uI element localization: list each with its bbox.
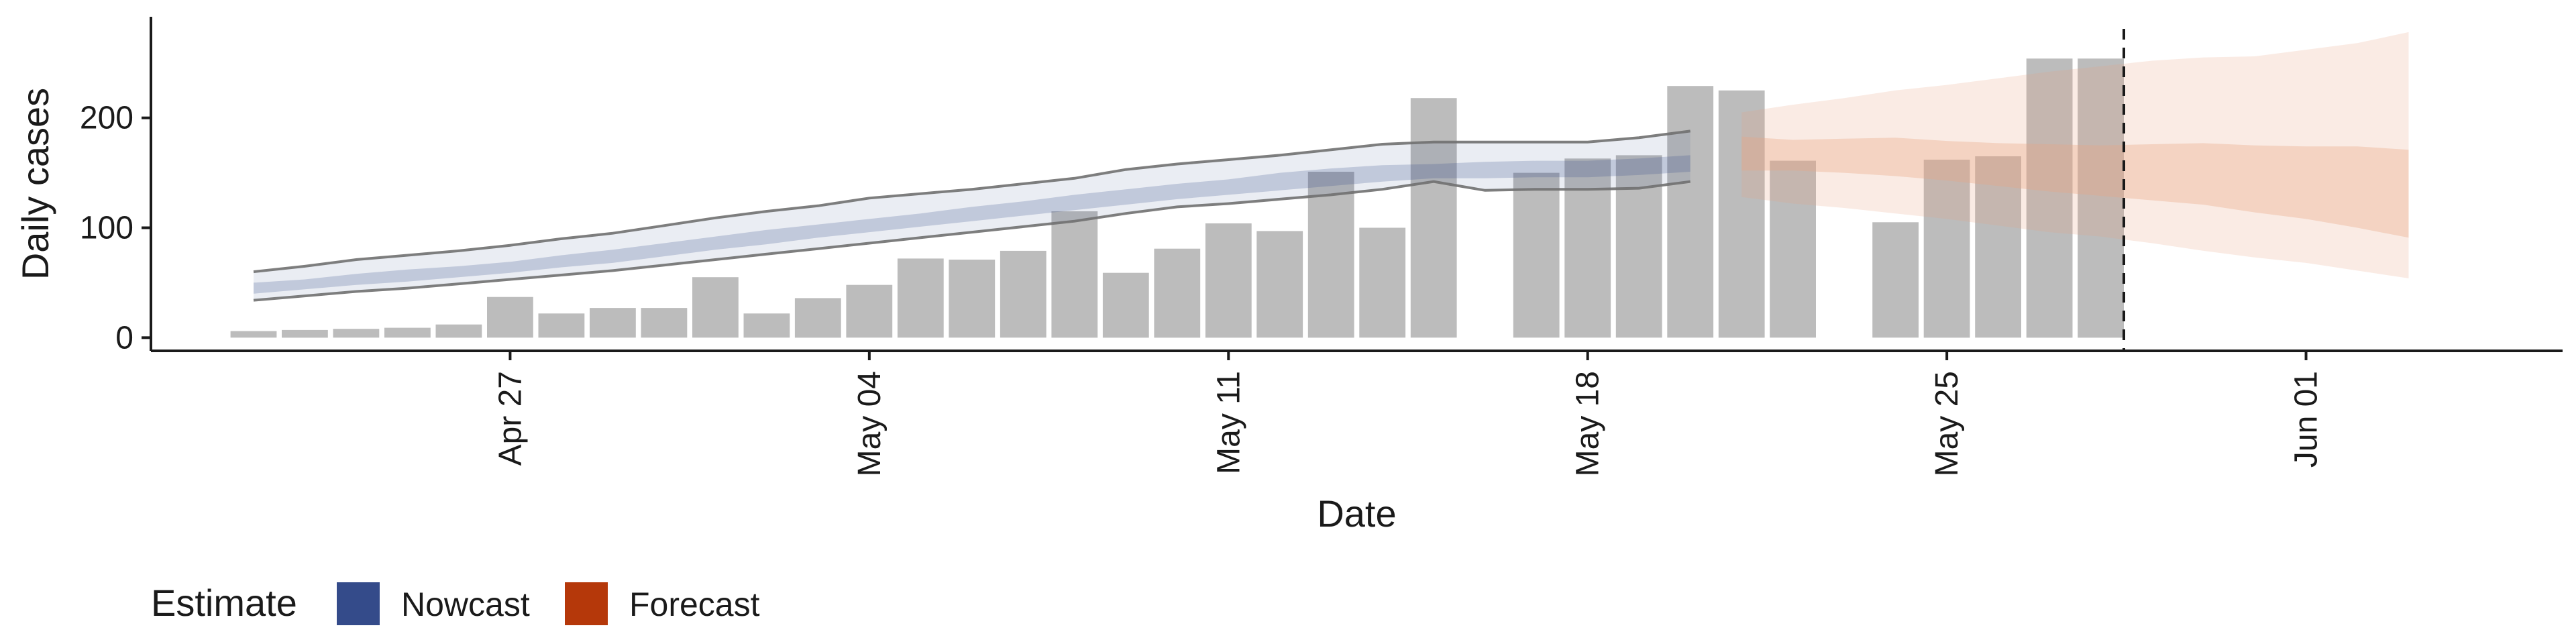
bar [1667, 86, 1714, 338]
bar [949, 260, 996, 338]
nowcast-lower-bound-line [253, 180, 1690, 302]
legend: Estimate Nowcast Forecast [151, 582, 760, 625]
bar [1000, 250, 1046, 338]
x-tick-label: May 25 [1929, 371, 1965, 476]
y-tick-label: 100 [80, 211, 133, 246]
bar [897, 258, 944, 338]
legend-label-nowcast: Nowcast [401, 586, 530, 623]
nowcast-inner-interval [254, 155, 1690, 294]
bar [1154, 248, 1201, 338]
bar [1410, 98, 1457, 338]
y-tick-label: 200 [80, 101, 133, 136]
bar [487, 297, 533, 338]
bar [1102, 272, 1149, 338]
bar [794, 298, 841, 338]
bar [2078, 58, 2124, 338]
bar [846, 284, 893, 338]
x-tick-label: May 04 [852, 371, 888, 476]
bar [435, 324, 482, 338]
y-tick-label: 0 [115, 320, 133, 356]
bar [1359, 227, 1406, 338]
bar [333, 329, 380, 338]
bar [1307, 172, 1354, 338]
y-axis-title: Daily cases [14, 88, 56, 280]
legend-label-forecast: Forecast [629, 586, 760, 623]
bar [692, 277, 739, 338]
legend-title: Estimate [151, 582, 297, 624]
x-axis-ticks: Apr 27 May 04 May 11 May 18 May 25 Jun 01 [492, 351, 2324, 476]
bar [1256, 231, 1303, 338]
x-axis-title: Date [1317, 492, 1396, 535]
bar [1923, 160, 1970, 338]
bar [1513, 172, 1560, 338]
x-tick-label: May 11 [1211, 371, 1246, 474]
y-axis-ticks: 0 100 200 [80, 101, 151, 356]
bar [1975, 156, 2021, 338]
nowcast-upper-bound-line [253, 129, 1690, 274]
legend-swatch-nowcast [337, 582, 380, 625]
bar [538, 313, 585, 338]
bar [1205, 223, 1252, 338]
nowcast-outer-interval [254, 131, 1690, 301]
axes [150, 17, 2563, 352]
forecast-outer-interval [1741, 32, 2409, 278]
bar [230, 331, 277, 338]
bar [590, 308, 636, 338]
bar [1051, 211, 1098, 338]
x-tick-label: Jun 01 [2289, 371, 2324, 468]
bar [1872, 222, 1919, 338]
legend-swatch-forecast [565, 582, 608, 625]
plot-area [230, 29, 2409, 351]
x-tick-label: May 18 [1570, 371, 1606, 476]
bar [1718, 90, 1765, 338]
bar [2026, 58, 2073, 338]
bar [743, 313, 790, 338]
bar [641, 308, 688, 338]
bar [282, 329, 328, 338]
bar [384, 327, 431, 338]
bar [1770, 160, 1816, 338]
x-tick-label: Apr 27 [492, 371, 528, 466]
forecast-inner-interval [1741, 136, 2409, 238]
